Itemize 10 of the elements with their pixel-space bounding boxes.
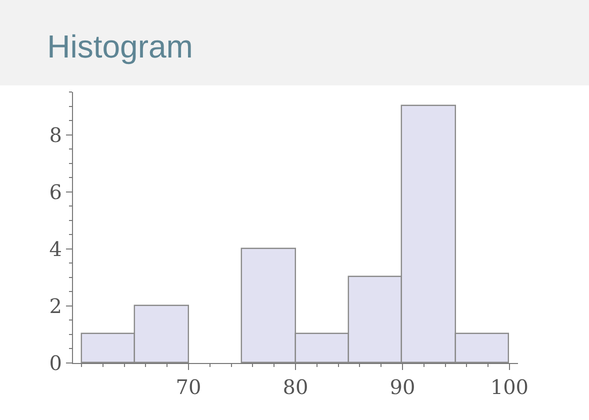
- y-tick-label: 8: [49, 122, 62, 147]
- y-tick-label: 4: [49, 236, 62, 261]
- x-tick-label: 100: [490, 375, 529, 399]
- x-tick-label: 90: [390, 375, 416, 399]
- chart-title: Histogram: [47, 28, 193, 64]
- x-tick-label: 80: [282, 375, 308, 399]
- y-tick-label: 0: [49, 351, 62, 375]
- x-tick-label: 70: [176, 375, 202, 399]
- y-tick-label: 6: [49, 180, 62, 204]
- y-tick-label: 2: [49, 294, 62, 318]
